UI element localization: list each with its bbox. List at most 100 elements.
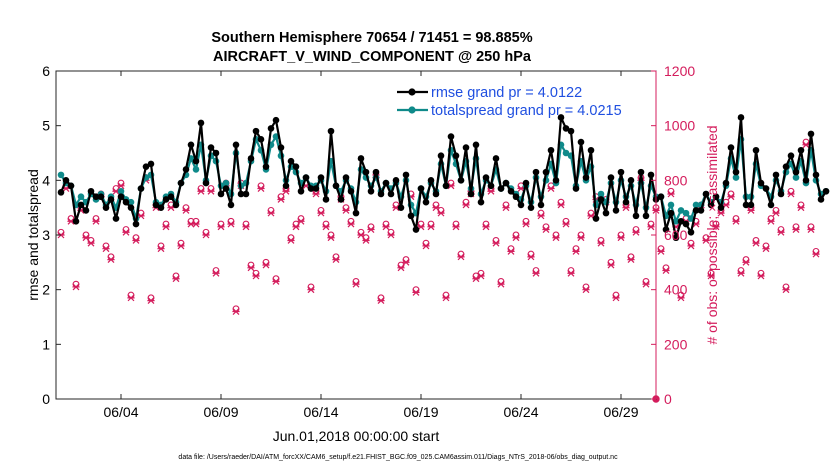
obs-assimilated-marker [547, 185, 555, 192]
legend-rmse-label: rmse grand pr = 4.0122 [431, 85, 582, 101]
legend-rmse-marker [408, 88, 416, 96]
rmse-point [752, 146, 760, 154]
rmse-point [417, 185, 425, 192]
rmse-point [817, 196, 825, 203]
obs-assimilated-marker [367, 226, 375, 233]
rmse-point [87, 187, 95, 195]
rmse-point [622, 198, 630, 206]
obs-assimilated-marker [242, 223, 250, 231]
obs-assimilated-marker [512, 234, 520, 242]
rmse-point [557, 114, 565, 121]
rmse-point [607, 174, 615, 181]
obs-assimilated-marker [252, 272, 260, 280]
rmse-point [442, 182, 450, 190]
x-tick-label: 06/04 [103, 404, 138, 420]
rmse-point [412, 226, 420, 233]
rmse-point [527, 204, 535, 211]
totalspread-point [682, 209, 690, 217]
rmse-point [317, 174, 325, 181]
rmse-point [612, 207, 620, 214]
obs-assimilated-marker [597, 239, 605, 247]
chart-title-line1: Southern Hemisphere 70654 / 71451 = 98.8… [211, 30, 532, 46]
y-axis-right-label: # of obs: o=possible; ×=assimilated [704, 125, 720, 344]
rmse-point [717, 204, 725, 211]
rmse-point [532, 168, 540, 176]
rmse-point [737, 114, 745, 121]
obs-assimilated-marker [122, 228, 130, 236]
x-tick-label: 06/29 [603, 404, 638, 420]
legend-spread-marker [408, 106, 416, 114]
chart-title-line2: AIRCRAFT_V_WIND_COMPONENT @ 250 hPa [213, 49, 532, 65]
rmse-point [367, 187, 375, 195]
obs-assimilated-marker [772, 209, 780, 217]
rmse-point [57, 189, 65, 196]
rmse-point [227, 201, 235, 209]
rmse-point [237, 190, 245, 198]
rmse-point [277, 144, 285, 151]
rmse-point [642, 212, 650, 220]
x-tick-label: 06/14 [303, 404, 338, 420]
obs-assimilated-marker [322, 223, 330, 231]
rmse-point [352, 209, 360, 217]
y-right-tick-label: 0 [664, 391, 672, 407]
obs-assimilated-marker [292, 223, 300, 231]
rmse-point [732, 168, 740, 176]
rmse-point [677, 218, 685, 225]
obs-assimilated-marker [157, 245, 165, 253]
obs-assimilated-marker [762, 245, 770, 253]
rmse-point [432, 190, 440, 198]
obs-assimilated-marker [687, 242, 695, 250]
rmse-point [597, 196, 605, 203]
obs-assimilated-marker [537, 212, 545, 220]
obs-assimilated-marker [117, 182, 125, 190]
rmse-point [222, 185, 230, 192]
obs-assimilated-marker [82, 234, 90, 242]
rmse-point [507, 187, 515, 195]
rmse-point [452, 152, 460, 160]
obs-assimilated-marker [217, 223, 225, 231]
obs-assimilated-marker [267, 209, 275, 217]
rmse-point [172, 201, 180, 209]
obs-assimilated-marker [317, 209, 325, 217]
obs-assimilated-marker [132, 237, 140, 244]
rmse-point [327, 127, 335, 135]
rmse-point [242, 190, 250, 198]
rmse-point [362, 168, 370, 176]
y-left-tick-label: 6 [42, 63, 50, 79]
rmse-point [372, 168, 380, 176]
rmse-point [572, 185, 580, 192]
rmse-point [192, 157, 200, 165]
obs-assimilated-marker [717, 209, 725, 217]
legend: rmse grand pr = 4.0122 totalspread grand… [397, 85, 622, 119]
obs-assimilated-marker [332, 256, 340, 264]
obs-assimilated-marker [452, 223, 460, 231]
obs-assimilated-marker [497, 280, 505, 288]
obs-assimilated-marker [562, 220, 570, 228]
rmse-point [687, 228, 695, 236]
y-left-tick-label: 3 [42, 227, 50, 243]
rmse-point [197, 119, 205, 127]
obs-assimilated-marker [177, 242, 185, 250]
rmse-point [562, 125, 570, 132]
rmse-point [742, 201, 750, 209]
rmse-point [267, 125, 275, 132]
rmse-point [82, 207, 90, 214]
rmse-point [382, 179, 390, 187]
y-right-tick-label: 1200 [664, 63, 695, 79]
rmse-point [92, 193, 100, 201]
y-right-tick-label: 200 [664, 336, 688, 352]
obs-assimilated-marker [412, 288, 420, 296]
rmse-point [692, 207, 700, 214]
obs-assimilated-marker [792, 226, 800, 233]
rmse-point [467, 190, 475, 198]
rmse-point [477, 198, 485, 206]
rmse-point [137, 185, 145, 192]
obs-assimilated-marker [462, 201, 470, 209]
obs-assimilated-marker [812, 250, 820, 258]
obs-assimilated-marker [507, 247, 515, 255]
obs-assimilated-marker [727, 193, 735, 201]
rmse-point [697, 207, 705, 214]
obs-assimilated-marker [147, 297, 155, 305]
rmse-point [592, 215, 600, 222]
